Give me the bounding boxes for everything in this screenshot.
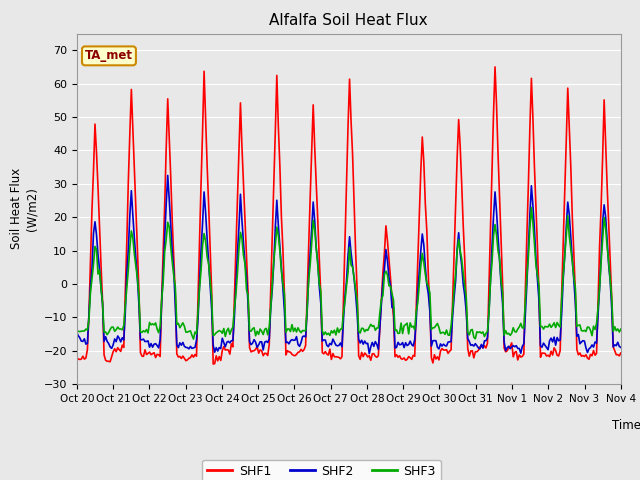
SHF2 bbox=[73, 330, 81, 336]
SHF3 bbox=[617, 326, 625, 332]
X-axis label: Time: Time bbox=[612, 419, 640, 432]
Line: SHF1: SHF1 bbox=[77, 67, 621, 364]
Legend: SHF1, SHF2, SHF3: SHF1, SHF2, SHF3 bbox=[202, 460, 441, 480]
SHF3 bbox=[264, 332, 271, 337]
SHF2 bbox=[255, 342, 262, 348]
SHF3 bbox=[312, 245, 320, 251]
Title: Alfalfa Soil Heat Flux: Alfalfa Soil Heat Flux bbox=[269, 13, 428, 28]
SHF2 bbox=[264, 339, 271, 345]
SHF1 bbox=[264, 353, 271, 359]
SHF3 bbox=[237, 229, 244, 235]
SHF3 bbox=[140, 328, 147, 334]
SHF2 bbox=[312, 245, 320, 251]
SHF1 bbox=[209, 361, 217, 367]
SHF1 bbox=[589, 348, 597, 353]
SHF3 bbox=[189, 336, 197, 342]
SHF1 bbox=[73, 355, 81, 361]
SHF1 bbox=[312, 180, 320, 185]
SHF2 bbox=[140, 336, 147, 342]
Line: SHF3: SHF3 bbox=[77, 207, 621, 339]
SHF2 bbox=[589, 344, 597, 350]
SHF2 bbox=[237, 192, 244, 197]
SHF3 bbox=[255, 332, 262, 337]
SHF1 bbox=[237, 100, 244, 106]
SHF1 bbox=[255, 350, 262, 356]
SHF1 bbox=[491, 64, 499, 70]
SHF3 bbox=[589, 324, 597, 329]
SHF3 bbox=[73, 329, 81, 335]
SHF1 bbox=[140, 353, 147, 359]
SHF3 bbox=[527, 204, 535, 210]
SHF1 bbox=[617, 350, 625, 356]
Text: TA_met: TA_met bbox=[85, 49, 133, 62]
Y-axis label: Soil Heat Flux
(W/m2): Soil Heat Flux (W/m2) bbox=[10, 168, 38, 250]
SHF2 bbox=[164, 172, 172, 178]
Line: SHF2: SHF2 bbox=[77, 175, 621, 354]
SHF2 bbox=[617, 345, 625, 350]
SHF2 bbox=[365, 351, 373, 357]
